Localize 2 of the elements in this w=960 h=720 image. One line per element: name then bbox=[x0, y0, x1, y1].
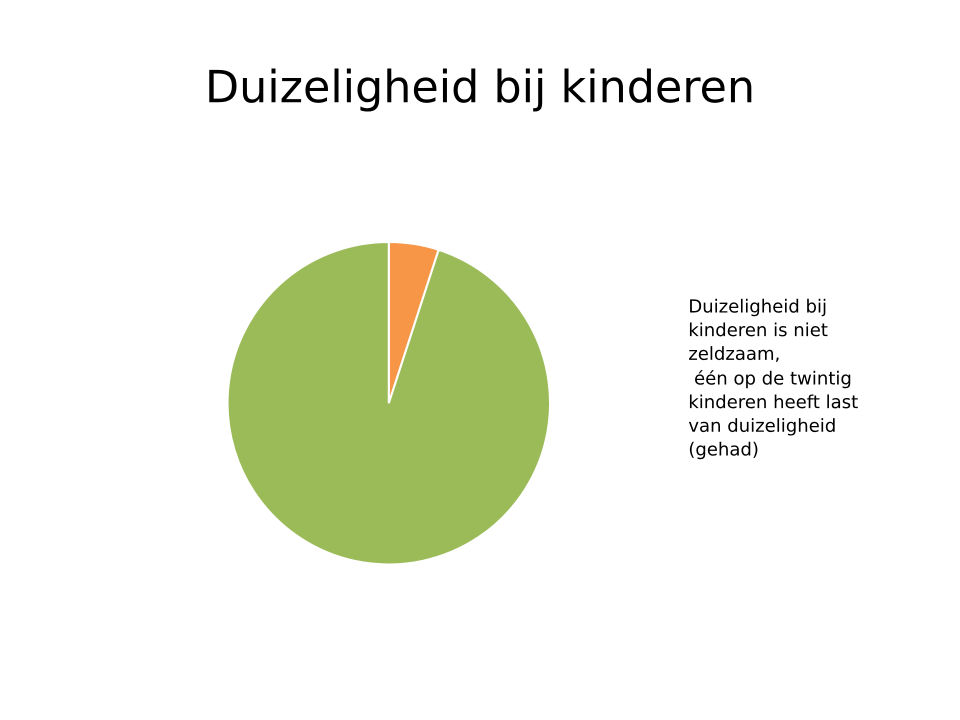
chart-title: Duizeligheid bij kinderen bbox=[209, 68, 752, 112]
text: Duizeligheid bij kinderen is niet zeldzaam, één op de twintig kinderen heeft last van duizeligheid (gehad) bbox=[688, 298, 858, 460]
